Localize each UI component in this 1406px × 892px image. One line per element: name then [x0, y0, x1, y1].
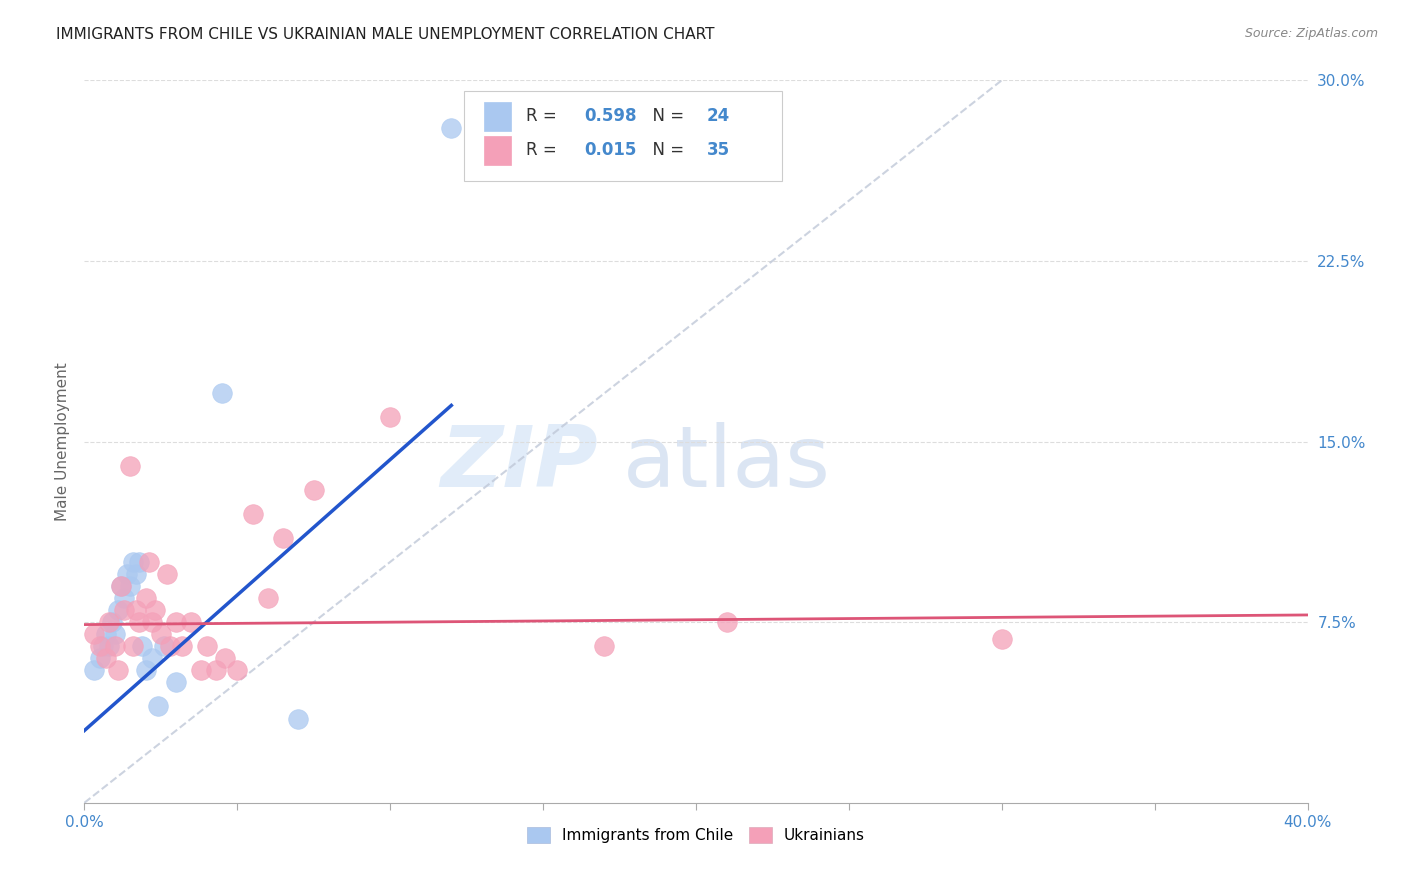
Point — [302, 483, 325, 497]
Legend: Immigrants from Chile, Ukrainians: Immigrants from Chile, Ukrainians — [522, 822, 870, 849]
Point — [165, 675, 187, 690]
FancyBboxPatch shape — [464, 91, 782, 181]
Text: atlas: atlas — [623, 422, 831, 505]
Text: R =: R = — [526, 107, 562, 126]
Point — [115, 567, 138, 582]
Bar — [484, 136, 512, 165]
Point — [128, 615, 150, 630]
Point — [257, 591, 280, 605]
Text: 0.015: 0.015 — [585, 141, 637, 160]
Point — [97, 615, 120, 630]
Text: R =: R = — [526, 141, 562, 160]
Point — [440, 121, 463, 136]
Point — [716, 615, 738, 630]
Point — [128, 555, 150, 569]
Point — [141, 651, 163, 665]
Point — [593, 639, 616, 653]
Point — [380, 410, 402, 425]
Point — [172, 639, 194, 653]
Point — [211, 386, 233, 401]
Point — [214, 651, 236, 665]
Text: 24: 24 — [707, 107, 730, 126]
Point — [156, 567, 179, 582]
Point — [120, 458, 142, 473]
Y-axis label: Male Unemployment: Male Unemployment — [55, 362, 70, 521]
Text: N =: N = — [643, 107, 689, 126]
Point — [89, 639, 111, 653]
Text: IMMIGRANTS FROM CHILE VS UKRAINIAN MALE UNEMPLOYMENT CORRELATION CHART: IMMIGRANTS FROM CHILE VS UKRAINIAN MALE … — [56, 27, 714, 42]
Point — [195, 639, 218, 653]
Point — [153, 639, 176, 653]
Point — [149, 627, 172, 641]
Text: 0.598: 0.598 — [585, 107, 637, 126]
Point — [112, 591, 135, 605]
Point — [110, 579, 132, 593]
Point — [226, 664, 249, 678]
Point — [180, 615, 202, 630]
Point — [101, 615, 124, 630]
Point — [125, 567, 148, 582]
Point — [991, 632, 1014, 646]
Point — [120, 579, 142, 593]
Point — [97, 639, 120, 653]
Point — [94, 627, 117, 641]
Point — [271, 531, 294, 545]
Point — [165, 615, 187, 630]
Point — [287, 712, 309, 726]
Point — [89, 651, 111, 665]
Text: Source: ZipAtlas.com: Source: ZipAtlas.com — [1244, 27, 1378, 40]
Point — [83, 627, 105, 641]
Point — [107, 664, 129, 678]
Bar — [484, 102, 512, 131]
Point — [94, 651, 117, 665]
Text: N =: N = — [643, 141, 689, 160]
Point — [141, 615, 163, 630]
Point — [112, 603, 135, 617]
Point — [138, 555, 160, 569]
Point — [135, 591, 157, 605]
Point — [83, 664, 105, 678]
Point — [104, 639, 127, 653]
Point — [107, 603, 129, 617]
Point — [159, 639, 181, 653]
Text: 35: 35 — [707, 141, 730, 160]
Point — [242, 507, 264, 521]
Point — [146, 699, 169, 714]
Point — [110, 579, 132, 593]
Point — [205, 664, 228, 678]
Point — [125, 603, 148, 617]
Point — [143, 603, 166, 617]
Point — [131, 639, 153, 653]
Point — [104, 627, 127, 641]
Point — [122, 555, 145, 569]
Point — [190, 664, 212, 678]
Point — [135, 664, 157, 678]
Point — [122, 639, 145, 653]
Point — [91, 639, 114, 653]
Text: ZIP: ZIP — [440, 422, 598, 505]
